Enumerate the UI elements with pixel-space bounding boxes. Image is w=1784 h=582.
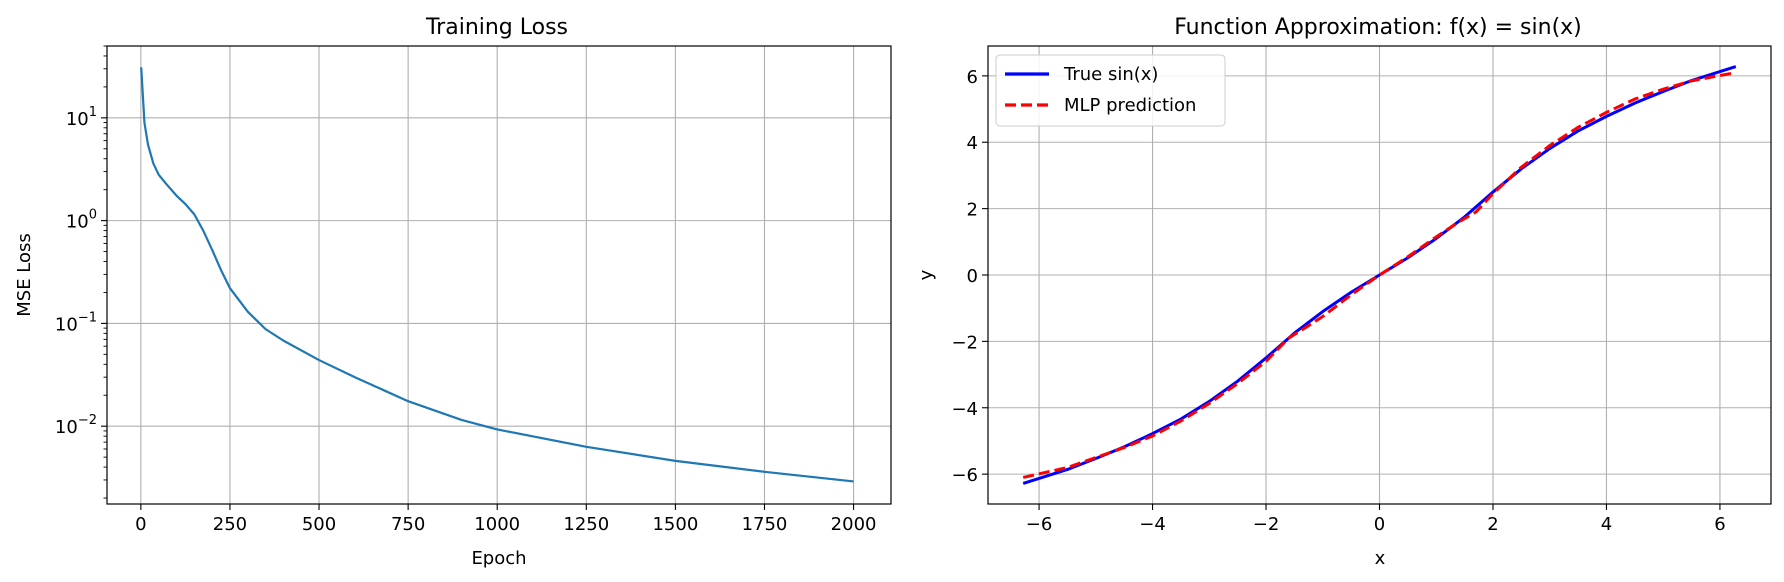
series-line-loss-0 <box>140 67 854 483</box>
grid <box>988 46 1771 504</box>
y-tick-label: −2 <box>951 332 978 353</box>
y-tick-label: 101 <box>66 105 97 130</box>
x-tick-label: 750 <box>391 514 425 535</box>
legend: True sin(x) MLP prediction <box>995 54 1226 127</box>
plot-frame <box>106 45 892 505</box>
y-tick-label: −4 <box>951 399 978 420</box>
x-axis-ticks: 0 250 500 750 1000 1250 1500 1750 2000 <box>135 504 876 535</box>
y-tick-label: 100 <box>66 208 97 233</box>
x-tick-label: 1500 <box>652 514 698 535</box>
chart-title: Training Loss <box>425 15 568 40</box>
x-tick-label: 250 <box>213 514 247 535</box>
x-tick-label: 4 <box>1601 514 1612 535</box>
y-tick-label: 10−1 <box>55 310 97 335</box>
y-tick-label: 6 <box>967 67 978 88</box>
y-tick-label: 4 <box>967 133 978 154</box>
x-tick-label: 0 <box>1374 514 1385 535</box>
y-tick-label: −6 <box>951 465 978 486</box>
chart-title: Function Approximation: f(x) = sin(x) <box>1174 15 1582 40</box>
legend-label-true-sin: True sin(x) <box>1063 64 1158 85</box>
x-tick-label: 500 <box>302 514 336 535</box>
series-area <box>140 67 854 483</box>
y-tick-label: 2 <box>967 200 978 221</box>
x-tick-label: 1750 <box>742 514 788 535</box>
x-tick-label: 2 <box>1487 514 1498 535</box>
function-approximation-chart: Function Approximation: f(x) = sin(x) −6… <box>916 15 1772 569</box>
y-tick-label: 10−2 <box>55 413 97 438</box>
series-line-mlp-prediction <box>1022 71 1737 479</box>
x-tick-label: −6 <box>1026 514 1053 535</box>
x-axis-ticks: −6 −4 −2 0 2 4 6 <box>1026 504 1726 535</box>
x-tick-label: 1250 <box>563 514 609 535</box>
x-axis-label: x <box>1375 548 1386 569</box>
x-tick-label: −4 <box>1139 514 1166 535</box>
x-tick-label: 6 <box>1714 514 1725 535</box>
series-area <box>1022 65 1737 485</box>
x-tick-label: 1000 <box>474 514 520 535</box>
x-axis-label: Epoch <box>471 548 526 569</box>
x-tick-label: 0 <box>135 514 146 535</box>
y-tick-label: 0 <box>967 266 978 287</box>
legend-label-mlp-prediction: MLP prediction <box>1064 95 1196 116</box>
series-line-true-sin-x <box>1022 65 1737 485</box>
training-loss-chart: Training Loss 0 250 500 750 1000 1250 1500 1750… <box>14 15 892 569</box>
y-axis-label: y <box>916 269 937 280</box>
y-axis-ticks: −6 −4 −2 0 2 4 6 <box>951 67 988 486</box>
x-tick-label: 2000 <box>831 514 877 535</box>
legend-box <box>995 54 1226 127</box>
x-tick-label: −2 <box>1253 514 1280 535</box>
y-axis-ticks: 10−2 10−1 100 101 <box>55 45 107 499</box>
grid <box>107 46 891 504</box>
y-axis-label: MSE Loss <box>14 233 35 317</box>
